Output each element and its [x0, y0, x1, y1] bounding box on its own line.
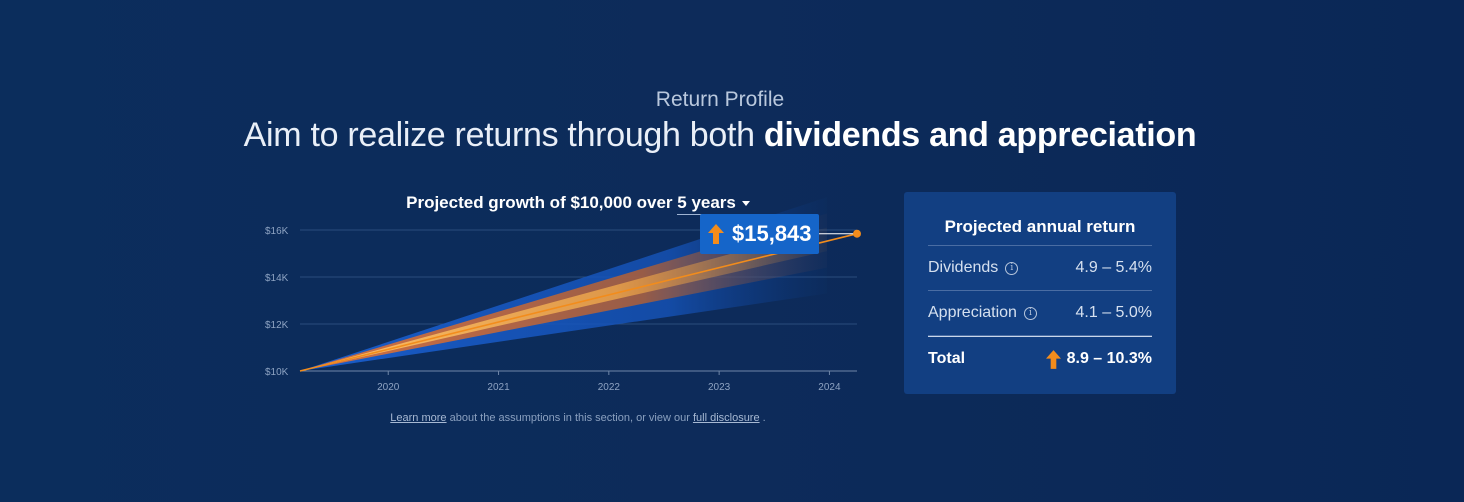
page-title: Aim to realize returns through both divi…: [0, 116, 1440, 155]
x-tick-label: 2021: [487, 382, 510, 393]
x-tick-label: 2020: [377, 382, 400, 393]
full-disclosure-link[interactable]: full disclosure: [692, 412, 760, 424]
arrow-up-icon: [1045, 349, 1061, 369]
appreciation-label: Appreciation: [928, 304, 1017, 321]
dividends-row: Dividends i 4.9 – 5.4%: [928, 246, 1152, 291]
info-icon[interactable]: i: [1005, 261, 1019, 275]
y-tick-label: $10K: [265, 367, 289, 378]
end-point: [853, 229, 861, 238]
chart-title-prefix: Projected growth of $10,000 over: [406, 193, 678, 212]
projected-value-callout: $15,843: [700, 214, 819, 254]
annual-return-panel: Projected annual return Dividends i 4.9 –…: [904, 192, 1176, 394]
projection-line: [299, 232, 858, 372]
arrow-up-icon: [708, 224, 724, 244]
chart-title: Projected growth of $10,000 over 5 years: [300, 193, 856, 215]
outer-range-band: [300, 197, 827, 371]
panel-title: Projected annual return: [928, 192, 1152, 246]
headline-prefix: Aim to realize returns through both: [243, 116, 764, 154]
footnote-text: about the assumptions in this section, o…: [446, 412, 693, 424]
dividends-label: Dividends: [928, 259, 999, 276]
appreciation-row: Appreciation i 4.1 – 5.0%: [928, 291, 1152, 336]
total-label: Total: [928, 350, 966, 367]
headline-bold: dividends and appreciation: [763, 116, 1197, 154]
footnote: Learn more about the assumptions in this…: [300, 412, 856, 424]
y-tick-label: $16K: [265, 226, 289, 237]
y-tick-label: $14K: [265, 273, 289, 284]
total-value: 8.9 – 10.3%: [1066, 350, 1152, 367]
section-eyebrow: Return Profile: [655, 88, 785, 111]
middle-range-band: [300, 213, 827, 371]
x-tick-label: 2022: [598, 382, 621, 393]
period-select-label: 5 years: [677, 193, 736, 212]
x-tick-label: 2023: [708, 382, 731, 393]
total-row: Total 8.9 – 10.3%: [928, 336, 1152, 381]
info-icon[interactable]: i: [1023, 306, 1037, 320]
footnote-end: .: [759, 412, 766, 424]
caret-down-icon: [741, 201, 750, 207]
projected-value: $15,843: [732, 221, 812, 246]
dividends-value: 4.9 – 5.4%: [1075, 259, 1153, 276]
inner-range-band: [300, 227, 827, 371]
appreciation-value: 4.1 – 5.0%: [1075, 304, 1153, 321]
y-tick-label: $12K: [265, 320, 289, 331]
learn-more-link[interactable]: Learn more: [390, 412, 447, 424]
x-tick-label: 2024: [818, 382, 841, 393]
